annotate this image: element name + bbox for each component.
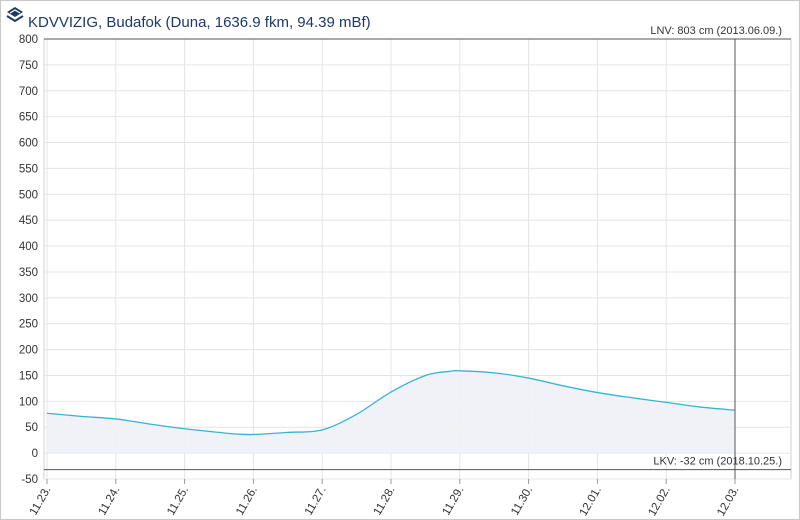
- y-tick-label: 350: [19, 267, 38, 279]
- y-tick-label: 150: [19, 370, 38, 382]
- y-tick-label: 800: [19, 34, 38, 46]
- x-tick-label: 11.24.: [96, 485, 122, 518]
- x-tick-label: 11.29.: [440, 485, 466, 518]
- lnv-label: LNV: 803 cm (2013.06.09.): [650, 25, 782, 37]
- chart-title-bar: KDVVIZIG, Budafok (Duna, 1636.9 fkm, 94.…: [28, 11, 371, 33]
- y-tick-label: 550: [19, 163, 38, 175]
- x-tick-label: 12.03.: [715, 485, 741, 519]
- y-tick-label: 100: [19, 396, 38, 408]
- kdvvizig-logo-icon: [6, 7, 24, 23]
- y-tick-label: 50: [25, 422, 38, 434]
- y-tick-label: 200: [19, 345, 38, 357]
- x-tick-label: 12.02.: [646, 485, 672, 519]
- y-tick-label: 750: [19, 60, 38, 72]
- x-tick-label: 12.01.: [578, 485, 604, 519]
- y-tick-label: 450: [19, 215, 38, 227]
- y-tick-label: 400: [19, 241, 38, 253]
- x-tick-label: 11.27.: [303, 485, 329, 518]
- y-tick-label: 600: [19, 138, 38, 150]
- x-tick-label: 11.26.: [234, 485, 260, 518]
- x-tick-label: 11.23.: [28, 485, 54, 518]
- y-tick-label: 500: [19, 189, 38, 201]
- x-tick-label: 11.25.: [165, 485, 191, 518]
- y-tick-label: 0: [32, 448, 38, 460]
- series-line: [46, 370, 736, 436]
- y-tick-label: 650: [19, 112, 38, 124]
- y-tick-label: 700: [19, 86, 38, 98]
- y-tick-label: -50: [21, 474, 38, 486]
- y-tick-label: 300: [19, 293, 38, 305]
- x-tick-label: 11.30.: [509, 485, 535, 518]
- chart-title: KDVVIZIG, Budafok (Duna, 1636.9 fkm, 94.…: [28, 13, 371, 31]
- lkv-label: LKV: -32 cm (2018.10.25.): [653, 456, 782, 468]
- y-tick-label: 250: [19, 319, 38, 331]
- x-tick-label: 11.28.: [372, 485, 398, 518]
